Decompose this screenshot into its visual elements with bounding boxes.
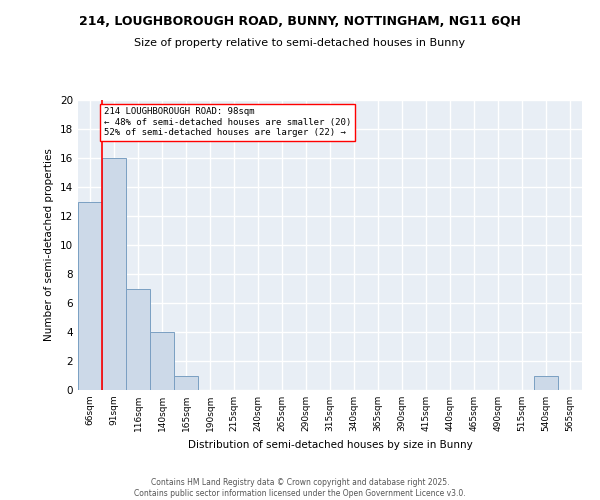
Bar: [102, 158, 126, 390]
Text: 214 LOUGHBOROUGH ROAD: 98sqm
← 48% of semi-detached houses are smaller (20)
52% : 214 LOUGHBOROUGH ROAD: 98sqm ← 48% of se…: [104, 108, 351, 137]
X-axis label: Distribution of semi-detached houses by size in Bunny: Distribution of semi-detached houses by …: [188, 440, 472, 450]
Bar: [78, 202, 102, 390]
Bar: [126, 288, 150, 390]
Text: 214, LOUGHBOROUGH ROAD, BUNNY, NOTTINGHAM, NG11 6QH: 214, LOUGHBOROUGH ROAD, BUNNY, NOTTINGHA…: [79, 15, 521, 28]
Text: Contains HM Land Registry data © Crown copyright and database right 2025.
Contai: Contains HM Land Registry data © Crown c…: [134, 478, 466, 498]
Bar: [174, 376, 198, 390]
Text: Size of property relative to semi-detached houses in Bunny: Size of property relative to semi-detach…: [134, 38, 466, 48]
Bar: [534, 376, 558, 390]
Y-axis label: Number of semi-detached properties: Number of semi-detached properties: [44, 148, 55, 342]
Bar: [150, 332, 174, 390]
